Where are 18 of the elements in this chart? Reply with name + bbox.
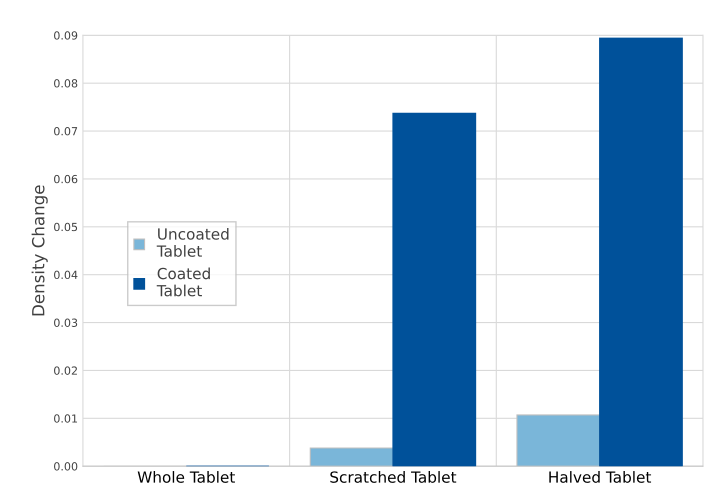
legend-label: Uncoated Tablet (156, 228, 228, 257)
y-tick-label: 0.09 (54, 31, 78, 40)
y-tick-label: 0.07 (54, 127, 78, 136)
y-tick-label: 0.00 (54, 462, 78, 471)
y-tick-label: 0.02 (54, 366, 77, 375)
y-axis-title: Density Change (32, 185, 48, 316)
y-tick-label: 0.08 (54, 79, 78, 88)
bar (599, 38, 683, 466)
x-tick-label: Halved Tablet (549, 471, 652, 483)
y-tick-label: 0.06 (54, 174, 78, 184)
y-tick-label: 0.05 (54, 222, 78, 232)
x-tick-label: Whole Tablet (138, 471, 235, 483)
x-tick-label: Scratched Tablet (330, 471, 456, 483)
bar (392, 112, 476, 466)
y-tick-label: 0.03 (54, 318, 78, 327)
y-tick-label: 0.04 (54, 270, 78, 280)
y-tick-label: 0.01 (54, 414, 78, 423)
legend-label: Coated Tablet (156, 267, 210, 296)
